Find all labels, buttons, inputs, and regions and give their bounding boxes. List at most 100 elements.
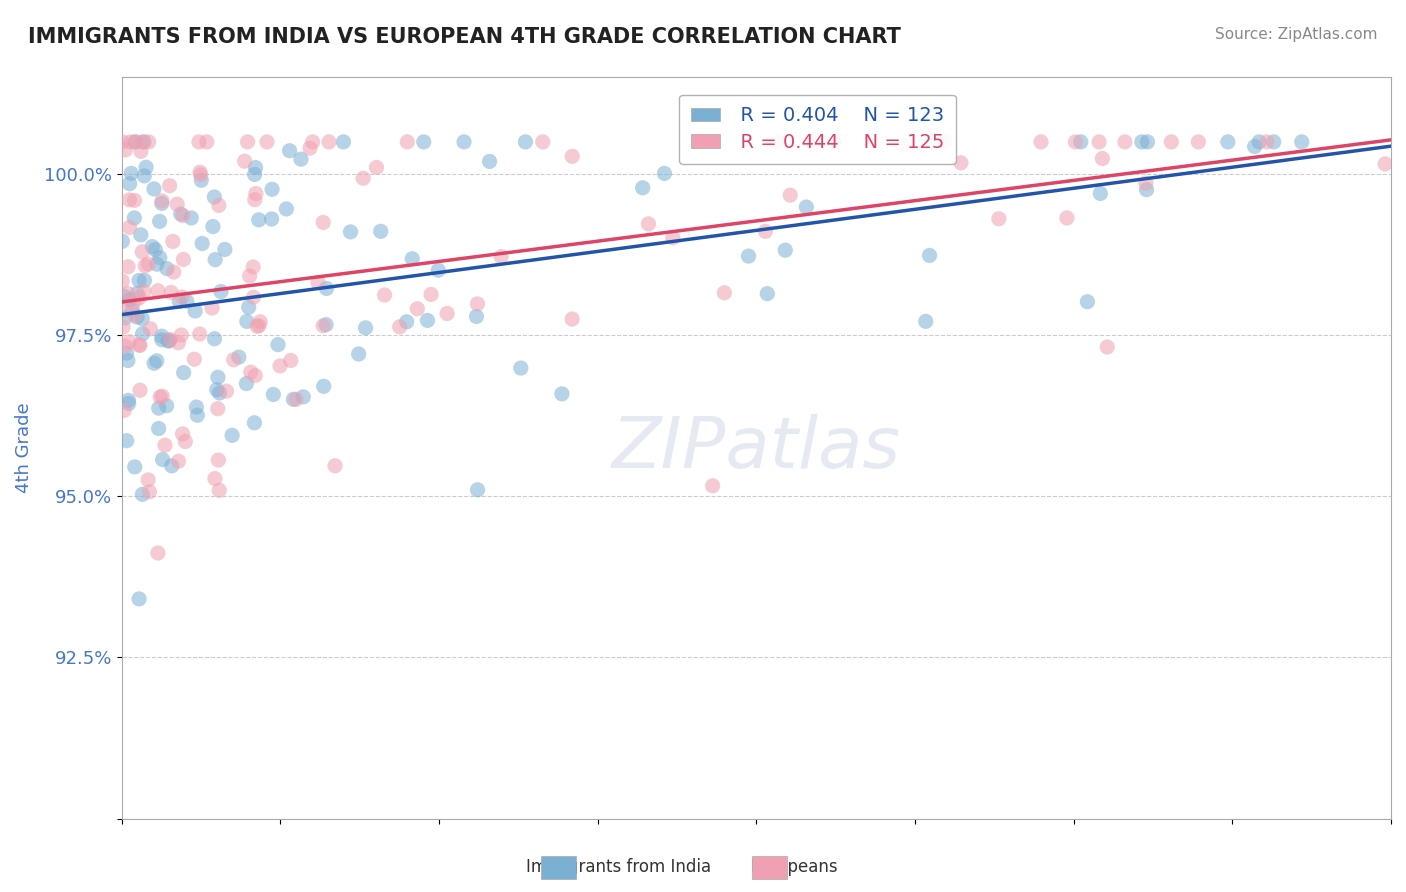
Europeans [187,135,209,149]
Immigrants from India [412,135,434,149]
Immigrants from India [332,135,354,149]
Europeans [1187,135,1209,149]
Europeans [183,352,205,367]
Immigrants from India [160,458,183,473]
Text: Immigrants from India: Immigrants from India [526,858,711,876]
Immigrants from India [1090,186,1112,201]
Europeans [163,265,186,279]
Immigrants from India [201,219,224,234]
Immigrants from India [339,225,361,239]
Europeans [128,291,150,305]
Immigrants from India [150,333,173,347]
Europeans [1029,135,1052,149]
Immigrants from India [149,251,172,265]
Europeans [120,135,142,149]
Immigrants from India [127,310,149,324]
Immigrants from India [149,214,172,228]
Text: Source: ZipAtlas.com: Source: ZipAtlas.com [1215,27,1378,42]
Immigrants from India [120,166,142,180]
Europeans [174,434,197,449]
Europeans [188,326,211,341]
Immigrants from India [129,227,152,242]
Europeans [243,193,266,207]
Immigrants from India [131,326,153,341]
Europeans [1256,135,1278,149]
Immigrants from India [315,281,337,295]
Immigrants from India [124,135,146,149]
Immigrants from India [170,207,193,221]
Europeans [307,276,329,290]
Europeans [1374,157,1396,171]
Europeans [561,312,583,326]
Europeans [239,365,262,379]
Europeans [114,143,136,157]
Immigrants from India [128,591,150,606]
Immigrants from India [186,400,208,414]
Immigrants from India [262,387,284,401]
Immigrants from India [1136,183,1159,197]
Europeans [159,333,181,347]
Immigrants from India [202,190,225,204]
Immigrants from India [146,354,169,368]
Immigrants from India [1136,135,1159,149]
Immigrants from India [205,383,228,397]
Europeans [285,392,308,407]
Immigrants from India [509,361,531,376]
Europeans [190,168,212,182]
Immigrants from India [128,273,150,287]
Europeans [256,135,278,149]
Immigrants from India [370,224,392,238]
Europeans [136,257,159,271]
Europeans [118,193,141,207]
Europeans [129,145,152,159]
Immigrants from India [173,366,195,380]
Europeans [118,334,141,349]
Europeans [124,309,146,323]
Europeans [318,135,340,149]
Immigrants from India [115,346,138,360]
Europeans [204,472,226,486]
Europeans [949,156,972,170]
Immigrants from India [1291,135,1313,149]
Immigrants from India [152,452,174,467]
Europeans [280,353,302,368]
Immigrants from India [1249,135,1271,149]
Immigrants from India [235,376,257,391]
Immigrants from India [148,401,170,416]
Europeans [388,319,411,334]
Europeans [298,141,321,155]
Europeans [208,198,231,212]
Europeans [215,384,238,398]
Immigrants from India [737,249,759,263]
Immigrants from India [465,310,488,324]
Europeans [124,194,146,208]
Text: ZIPatlas: ZIPatlas [612,414,901,483]
Immigrants from India [243,416,266,430]
Europeans [138,484,160,499]
Europeans [242,290,264,304]
Immigrants from India [515,135,537,149]
Europeans [129,383,152,397]
Immigrants from India [401,252,423,266]
Europeans [207,453,229,467]
Europeans [269,359,291,373]
Immigrants from India [117,353,139,368]
Europeans [208,483,231,498]
Europeans [374,288,396,302]
Europeans [162,235,184,249]
Immigrants from India [167,294,190,309]
Text: IMMIGRANTS FROM INDIA VS EUROPEAN 4TH GRADE CORRELATION CHART: IMMIGRANTS FROM INDIA VS EUROPEAN 4TH GR… [28,27,901,46]
Immigrants from India [148,421,170,435]
Immigrants from India [236,314,259,328]
Europeans [131,135,153,149]
Immigrants from India [191,236,214,251]
Immigrants from India [214,243,236,257]
Immigrants from India [221,428,243,442]
Europeans [934,135,956,149]
Immigrants from India [207,370,229,384]
Europeans [153,438,176,452]
Europeans [531,135,554,149]
Europeans [366,161,388,175]
Europeans [1091,152,1114,166]
Europeans [242,260,264,274]
